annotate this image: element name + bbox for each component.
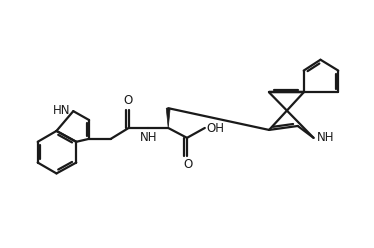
Text: HN: HN (53, 104, 70, 117)
Text: NH: NH (140, 131, 157, 144)
Polygon shape (166, 108, 170, 128)
Text: O: O (183, 158, 193, 171)
Text: NH: NH (316, 131, 334, 144)
Text: OH: OH (207, 123, 225, 135)
Text: O: O (123, 94, 132, 107)
